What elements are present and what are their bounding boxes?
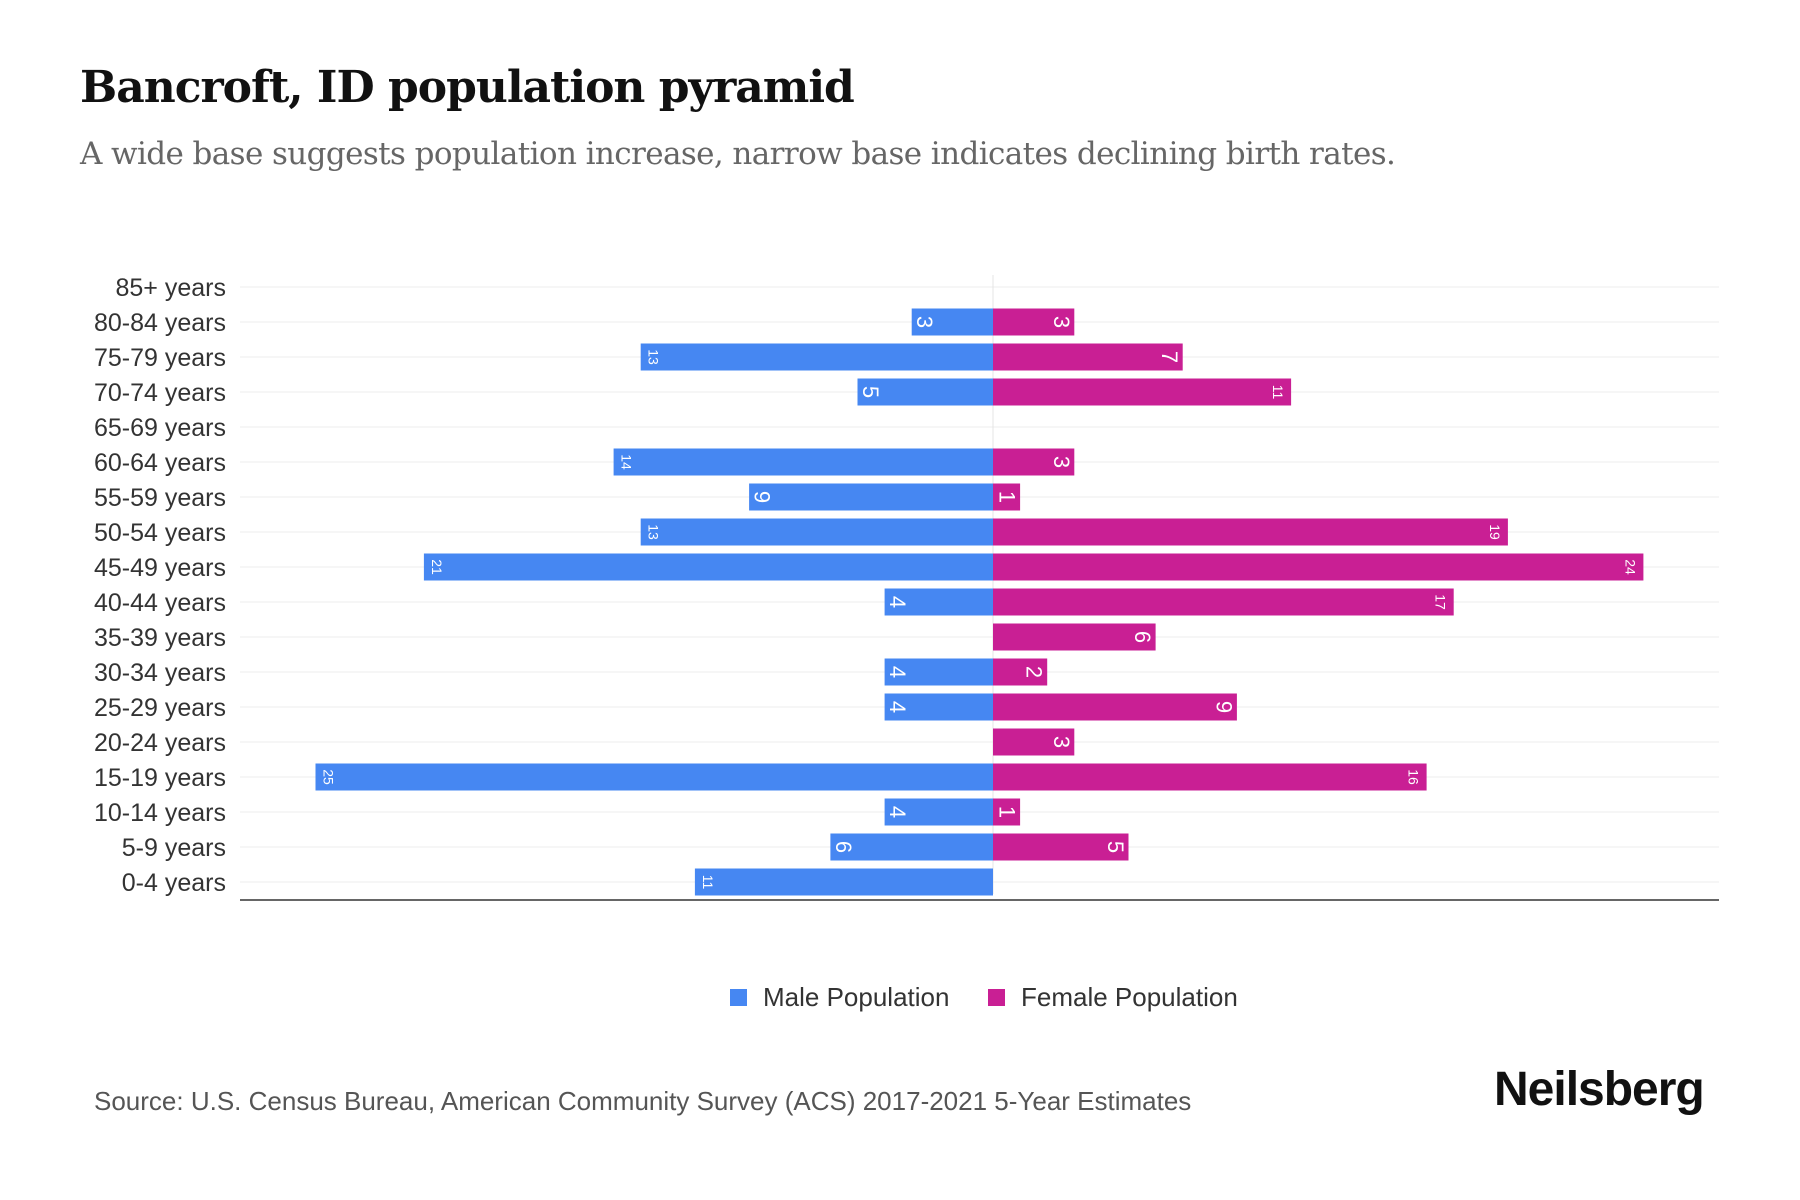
source-note: Source: U.S. Census Bureau, American Com… — [94, 1086, 1192, 1116]
y-tick-label: 65-69 years — [94, 414, 226, 442]
female-bar — [993, 623, 1156, 651]
female-data-label: 3 — [1049, 736, 1074, 748]
male-bar — [640, 343, 993, 371]
male-data-label: 25 — [321, 769, 337, 785]
female-bar — [993, 763, 1427, 791]
female-data-label: 7 — [1157, 351, 1182, 363]
y-tick-label: 30-34 years — [94, 659, 226, 687]
male-bar — [857, 378, 993, 406]
female-data-label: 3 — [1049, 456, 1074, 468]
male-bar — [911, 308, 993, 336]
y-tick-label: 60-64 years — [94, 449, 226, 477]
male-bar — [694, 868, 993, 896]
female-data-label: 11 — [1270, 385, 1286, 400]
female-data-label: 6 — [1130, 631, 1155, 643]
male-data-label: 4 — [885, 701, 910, 713]
male-bar — [884, 658, 993, 686]
female-bar — [993, 728, 1075, 756]
male-bar — [613, 448, 993, 476]
legend-item-female[interactable]: Female Population — [988, 982, 1238, 1013]
female-bar — [993, 833, 1129, 861]
male-bar — [749, 483, 993, 511]
male-data-label: 4 — [885, 806, 910, 818]
female-bar — [993, 693, 1237, 721]
male-data-label: 21 — [429, 559, 445, 575]
y-tick-label: 55-59 years — [94, 484, 226, 512]
male-data-label: 3 — [912, 316, 937, 328]
female-data-label: 5 — [1103, 841, 1128, 853]
female-bar — [993, 518, 1508, 546]
male-bar — [640, 518, 993, 546]
legend-item-male[interactable]: Male Population — [730, 982, 949, 1013]
female-bar — [993, 378, 1292, 406]
y-tick-label: 25-29 years — [94, 694, 226, 722]
male-data-label: 11 — [700, 875, 716, 890]
y-tick-label: 20-24 years — [94, 729, 226, 757]
female-bar — [993, 658, 1048, 686]
y-tick-label: 80-84 years — [94, 309, 226, 337]
y-tick-label: 40-44 years — [94, 589, 226, 617]
female-bar — [993, 343, 1183, 371]
female-data-label: 16 — [1406, 769, 1422, 785]
y-tick-label: 10-14 years — [94, 799, 226, 827]
male-data-label: 4 — [885, 666, 910, 678]
y-tick-label: 5-9 years — [122, 834, 226, 862]
female-bar — [993, 483, 1021, 511]
brand-logo: Neilsberg — [1494, 1063, 1705, 1116]
female-bar — [993, 448, 1075, 476]
male-bar — [884, 588, 993, 616]
male-bar — [423, 553, 993, 581]
male-data-label: 5 — [858, 386, 883, 398]
male-data-label: 9 — [750, 491, 775, 503]
legend-label-male: Male Population — [763, 982, 950, 1012]
female-data-label: 1 — [995, 806, 1020, 818]
female-data-label: 24 — [1622, 559, 1638, 575]
female-data-label: 3 — [1049, 316, 1074, 328]
female-data-label: 19 — [1487, 524, 1503, 540]
male-bar — [830, 833, 993, 861]
y-tick-label: 75-79 years — [94, 344, 226, 372]
male-bar — [315, 763, 993, 791]
legend-swatch-male — [730, 989, 747, 1006]
male-data-label: 6 — [831, 841, 856, 853]
female-data-label: 1 — [995, 491, 1020, 503]
y-tick-label: 70-74 years — [94, 379, 226, 407]
female-bar — [993, 588, 1454, 616]
male-data-label: 13 — [646, 349, 662, 365]
y-tick-label: 85+ years — [116, 274, 227, 302]
female-data-label: 17 — [1433, 594, 1449, 610]
chart-subtitle: A wide base suggests population increase… — [80, 136, 1396, 172]
y-tick-label: 15-19 years — [94, 764, 226, 792]
female-bar — [993, 798, 1021, 826]
legend-label-female: Female Population — [1021, 982, 1238, 1012]
female-bar — [993, 553, 1644, 581]
female-data-label: 2 — [1022, 666, 1047, 678]
female-data-label: 9 — [1211, 701, 1236, 713]
male-bar — [884, 798, 993, 826]
male-data-label: 13 — [646, 524, 662, 540]
y-tick-label: 45-49 years — [94, 554, 226, 582]
female-bar — [993, 308, 1075, 336]
y-tick-label: 50-54 years — [94, 519, 226, 547]
y-tick-label: 35-39 years — [94, 624, 226, 652]
male-data-label: 4 — [885, 596, 910, 608]
male-data-label: 14 — [619, 454, 635, 470]
y-tick-label: 0-4 years — [122, 869, 226, 897]
legend-swatch-female — [988, 989, 1005, 1006]
male-bar — [884, 693, 993, 721]
chart-title: Bancroft, ID population pyramid — [80, 62, 855, 113]
